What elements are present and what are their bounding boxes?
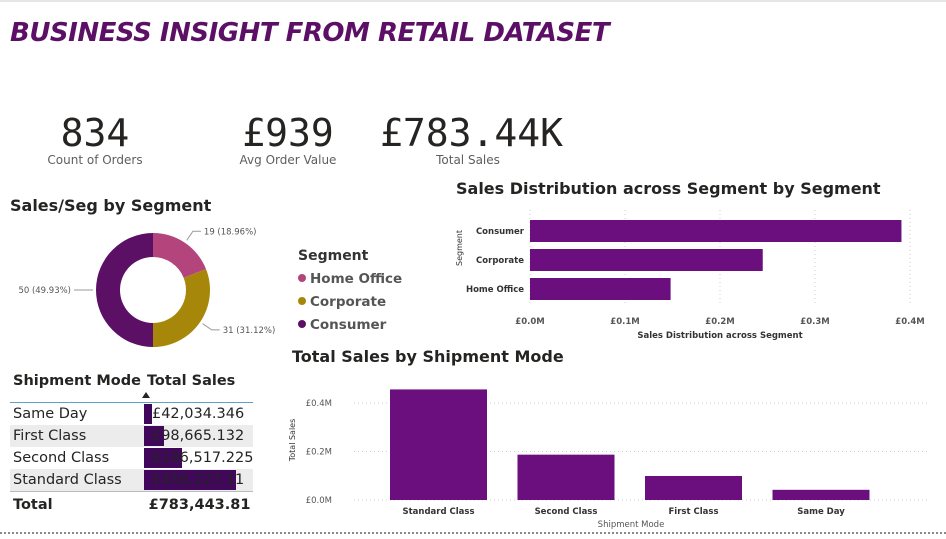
table-cell-sales: £456,227.11	[143, 469, 254, 492]
donut-data-label: 50 (49.93%)	[18, 286, 71, 296]
legend-dot	[298, 320, 306, 328]
y-tick-label: Home Office	[466, 285, 524, 295]
y-axis-title: Total Sales	[288, 419, 297, 463]
donut-leader-line	[202, 323, 220, 331]
table-row[interactable]: Same Day £42,034.346	[10, 403, 253, 426]
table-cell-sales: £186,517.225	[143, 447, 253, 469]
bar-first-class	[645, 475, 742, 500]
bar-standard-class	[390, 389, 487, 500]
data-bar	[143, 404, 153, 424]
bar-consumer	[530, 220, 902, 242]
segment-bar-chart[interactable]: £0.0M £0.1M £0.2M £0.3M £0.4M Consumer Corpora…	[448, 204, 938, 346]
y-tick-label: Consumer	[476, 227, 525, 237]
page-title: BUSINESS INSIGHT FROM RETAIL DATASET	[10, 18, 610, 48]
kpi-value: 834	[60, 111, 130, 155]
y-tick-label: Corporate	[476, 256, 524, 266]
shipment-table[interactable]: Shipment Mode Total Sales Same Day £42,0…	[10, 368, 254, 518]
x-tick-label: £0.3M	[800, 317, 829, 327]
donut-slice-consumer	[96, 233, 153, 347]
bar-corporate	[530, 249, 763, 271]
table-cell-sales: £98,665.132	[143, 425, 254, 447]
table-cell-mode: Same Day	[13, 406, 88, 422]
table-cell-mode: First Class	[10, 425, 144, 447]
kpi-card-orders[interactable]: 834 Count of Orders	[40, 112, 150, 167]
table-row[interactable]: Standard Class £456,227.11	[10, 469, 254, 492]
table-cell-mode: Second Class	[13, 450, 110, 466]
donut-data-label: 31 (31.12%)	[223, 326, 276, 336]
kpi-label: Count of Orders	[47, 153, 143, 167]
legend-item-consumer[interactable]: Consumer	[298, 314, 402, 337]
x-axis-title: Sales Distribution across Segment	[637, 331, 802, 341]
y-axis-title: Segment	[455, 230, 464, 266]
x-tick-label: £0.4M	[895, 317, 924, 327]
bar-second-class	[517, 454, 615, 500]
donut-data-label: 19 (18.96%)	[204, 227, 257, 237]
kpi-value: £783.44K	[380, 111, 564, 155]
kpi-card-aov[interactable]: £939 Avg Order Value	[228, 112, 348, 167]
total-label: Total	[10, 491, 144, 518]
legend-dot	[298, 274, 306, 282]
legend-item-home-office[interactable]: Home Office	[298, 268, 402, 291]
data-bar	[143, 448, 182, 468]
donut-slice-home-office	[153, 233, 206, 278]
bar-same-day	[772, 489, 870, 500]
x-tick-label: First Class	[669, 507, 719, 517]
shipment-bar-chart[interactable]: £0.0M £0.2M £0.4M Standard Class Second Clas…	[282, 372, 938, 532]
y-tick-label: £0.0M	[306, 496, 332, 506]
segment-bar-title: Sales Distribution across Segment by Seg…	[456, 179, 881, 198]
top-border	[0, 0, 946, 2]
legend-title: Segment	[298, 248, 369, 264]
donut-slice-corporate	[153, 269, 210, 347]
data-bar	[143, 470, 236, 490]
donut-title: Sales/Seg by Segment	[10, 196, 212, 215]
table-row[interactable]: First Class £98,665.132	[10, 425, 254, 447]
table-cell-sales: £42,034.346	[143, 403, 253, 426]
kpi-value: £939	[242, 111, 334, 155]
data-bar	[143, 426, 164, 446]
x-tick-label: £0.2M	[705, 317, 734, 327]
kpi-label: Avg Order Value	[239, 153, 337, 167]
total-value: £783,443.81	[143, 491, 254, 518]
y-tick-label: £0.2M	[306, 448, 332, 458]
bar-home-office	[530, 278, 671, 300]
donut-chart[interactable]: 19 (18.96%) 31 (31.12%) 50 (49.93%)	[0, 222, 290, 362]
x-tick-label: £0.0M	[515, 317, 544, 327]
table-total-row: Total £783,443.81	[10, 491, 254, 518]
x-tick-label: Standard Class	[402, 507, 474, 517]
kpi-label: Total Sales	[436, 153, 500, 167]
column-header-shipment-mode[interactable]: Shipment Mode	[13, 373, 141, 389]
kpi-card-total-sales[interactable]: £783.44K Total Sales	[380, 111, 564, 167]
column-header-total-sales[interactable]: Total Sales	[146, 373, 236, 389]
x-axis-title: Shipment Mode	[598, 520, 665, 530]
x-tick-label: £0.1M	[610, 317, 639, 327]
legend-dot	[298, 297, 306, 305]
bottom-border	[0, 532, 946, 534]
donut-leader-line	[186, 230, 201, 241]
sort-descending-icon[interactable]	[142, 392, 150, 398]
table-cell-mode: Standard Class	[10, 469, 144, 492]
x-tick-label: Second Class	[535, 507, 598, 517]
x-tick-label: Same Day	[797, 507, 845, 517]
segment-legend[interactable]: Segment Home Office Corporate Consumer	[298, 248, 402, 337]
shipment-bar-title: Total Sales by Shipment Mode	[292, 347, 564, 366]
table-row[interactable]: Second Class £186,517.225	[10, 447, 253, 469]
y-tick-label: £0.4M	[306, 399, 332, 409]
legend-item-corporate[interactable]: Corporate	[298, 291, 402, 314]
